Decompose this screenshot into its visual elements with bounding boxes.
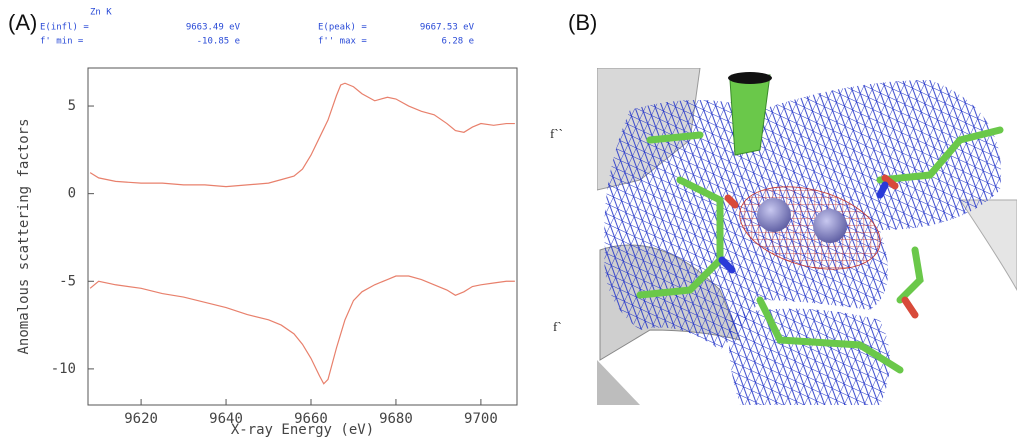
y-axis-label: Anomalous scattering factors (16, 118, 32, 354)
structure-image (597, 68, 1017, 405)
y-tick-label: 5 (68, 98, 76, 114)
y-tick-label: -5 (59, 273, 76, 289)
plot-frame (87, 67, 518, 406)
annotation: E(infl) = (40, 23, 89, 33)
annotation: f' min = (40, 37, 84, 47)
annotation: -10.85 e (197, 37, 240, 47)
helix-end (728, 72, 772, 84)
x-tick-label: 9620 (124, 411, 158, 427)
y-tick-label: -10 (51, 361, 76, 377)
x-axis-label: X-ray Energy (eV) (231, 422, 374, 438)
x-tick-label: 9660 (294, 411, 328, 427)
x-tick-label: 9640 (209, 411, 243, 427)
y-tick-label: 0 (68, 186, 76, 202)
x-tick-label: 9680 (379, 411, 413, 427)
data-line (89, 275, 515, 385)
nitrogen (718, 181, 889, 274)
panel-label: (A) (8, 10, 37, 35)
data-line (89, 82, 515, 188)
density-mesh (728, 308, 890, 405)
zinc-ion (757, 198, 791, 232)
oxygen (724, 174, 919, 319)
ribbon (597, 360, 640, 405)
density-label: f` (553, 319, 562, 334)
plot (87, 67, 518, 406)
annotation: Zn K (90, 8, 112, 18)
panel-label: (B) (568, 10, 597, 35)
annotation: 9663.49 eV (186, 23, 241, 33)
annotation: f'' max = (318, 37, 367, 47)
density-label: f`` (550, 126, 563, 141)
zinc-ion (813, 209, 847, 243)
annotation: 9667.53 eV (420, 23, 475, 33)
annotation: E(peak) = (318, 23, 367, 33)
x-tick-label: 9700 (464, 411, 498, 427)
annotation: 6.28 e (441, 37, 474, 47)
